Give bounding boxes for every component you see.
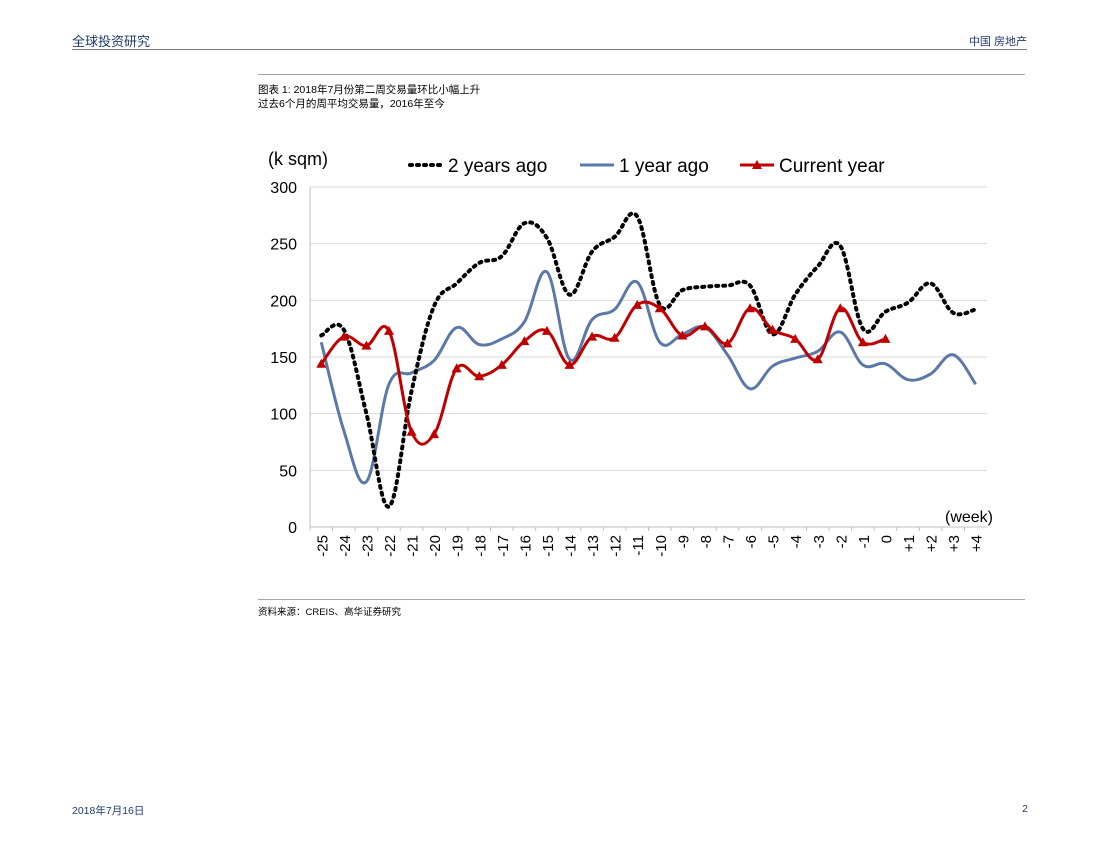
x-tick-label: -6 [743, 535, 760, 548]
x-tick-label: -20 [427, 535, 444, 557]
x-tick-label: -4 [788, 535, 805, 548]
y-tick-label: 150 [270, 350, 297, 367]
x-tick-label: -14 [563, 535, 580, 557]
data-point-triangle [383, 325, 394, 335]
data-point-triangle [406, 426, 417, 436]
legend-label: Current year [779, 156, 885, 177]
series-line-1-year-ago [319, 270, 977, 485]
chart-legend: 2 years ago 1 year ago Current year [408, 156, 885, 177]
x-tick-label: -1 [856, 535, 873, 548]
data-point-triangle [767, 324, 778, 334]
data-point-triangle [654, 303, 665, 313]
x-tick-label: -16 [517, 535, 534, 557]
data-point-triangle [745, 303, 756, 313]
y-tick-label: 100 [270, 407, 297, 424]
x-tick-label: -17 [495, 535, 512, 557]
x-tick-label: -22 [382, 535, 399, 557]
x-tick-label: +4 [969, 535, 986, 552]
x-tick-label: -11 [630, 535, 647, 556]
data-point-triangle [338, 331, 349, 341]
axes [309, 187, 987, 531]
footer-date: 2018年7月16日 [72, 805, 145, 817]
x-tick-label: -18 [472, 535, 489, 557]
x-tick-label: -13 [585, 535, 602, 557]
data-point-triangle [429, 429, 440, 439]
x-tick-label: -25 [314, 535, 331, 557]
x-tick-label: -8 [698, 535, 715, 548]
data-point-triangle [609, 332, 620, 342]
header-left-title: 全球投资研究 [72, 34, 151, 49]
legend-marker-triangle [752, 160, 762, 169]
data-point-triangle [474, 371, 485, 381]
y-tick-label: 300 [270, 180, 297, 197]
data-point-triangle [677, 330, 688, 340]
x-tick-label: +3 [946, 535, 963, 552]
x-tick-label: -23 [359, 535, 376, 557]
series-markers [316, 299, 891, 439]
y-axis-title: (k sqm) [268, 149, 328, 169]
figure-bottom-divider [258, 599, 1025, 600]
header-divider [72, 49, 1027, 50]
x-axis-title: (week) [945, 509, 993, 526]
series-lines [319, 211, 978, 509]
x-tick-label: -5 [766, 535, 783, 548]
y-tick-label: 50 [279, 463, 297, 480]
data-point-triangle [361, 340, 372, 350]
legend-label: 1 year ago [619, 156, 709, 177]
x-tick-label: +2 [924, 535, 941, 552]
x-tick-label: -12 [608, 535, 625, 557]
grid-lines [310, 186, 987, 471]
data-point-triangle [519, 336, 530, 346]
x-tick-label: -24 [337, 535, 354, 557]
data-point-triangle [880, 333, 891, 343]
data-point-triangle [496, 359, 507, 369]
x-tick-label: -19 [450, 535, 467, 557]
figure-top-divider [258, 74, 1025, 75]
y-tick-label: 0 [288, 520, 297, 537]
x-tick-label: -15 [540, 535, 557, 557]
x-tick-label: 0 [878, 535, 895, 543]
header-right-title: 中国 房地产 [968, 36, 1027, 48]
data-point-triangle [587, 331, 598, 341]
figure-caption-title: 图表 1: 2018年7月份第二周交易量环比小幅上升 [258, 84, 481, 96]
data-point-triangle [564, 359, 575, 369]
x-tick-label: -2 [833, 535, 850, 548]
legend-label: 2 years ago [448, 156, 547, 177]
data-point-triangle [722, 338, 733, 348]
data-point-triangle [790, 333, 801, 343]
data-point-triangle [835, 303, 846, 313]
figure-caption-subtitle: 过去6个月的周平均交易量，2016年至今 [258, 98, 445, 110]
x-tick-label: +1 [901, 535, 918, 552]
x-tick-label: -9 [675, 535, 692, 548]
data-point-triangle [699, 321, 710, 331]
series-line-2-years-ago [319, 211, 978, 509]
data-point-triangle [812, 354, 823, 364]
x-tick-label: -3 [811, 535, 828, 548]
x-tick-label: -7 [720, 535, 737, 548]
data-point-triangle [541, 325, 552, 335]
data-point-triangle [857, 337, 868, 347]
x-tick-label: -21 [405, 535, 422, 557]
data-point-triangle [316, 358, 327, 368]
footer-page-number: 2 [1022, 803, 1028, 815]
y-tick-label: 250 [270, 237, 297, 254]
data-point-triangle [451, 363, 462, 373]
data-point-triangle [632, 299, 643, 309]
y-tick-label: 200 [270, 293, 297, 310]
x-tick-label: -10 [653, 535, 670, 557]
figure-source: 资料来源：CREIS、高华证券研究 [258, 607, 402, 618]
